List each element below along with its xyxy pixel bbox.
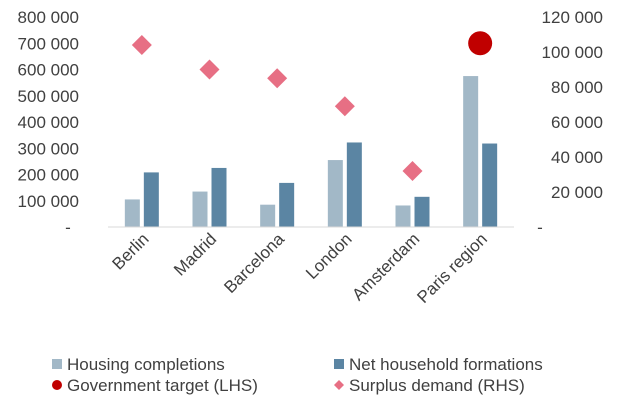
category-label: Paris region [413,229,491,307]
left-tick-label: 400 000 [18,113,79,132]
markers [131,31,493,181]
housing-completions-bar [260,204,276,227]
left-tick-label: 700 000 [18,34,79,53]
legend-label: Surplus demand (RHS) [349,376,525,395]
household-formations-bar [414,196,430,227]
category-label: Amsterdam [348,229,423,304]
category-label: Berlin [108,229,152,273]
household-formations-bar [482,143,498,227]
right-tick-label: 60 000 [551,113,603,132]
household-formations-bar [211,167,227,227]
category-labels: Berlin Madrid Barcelona LondonAmsterdamPari… [108,229,491,307]
legend-swatch [334,380,344,390]
left-tick-label: 800 000 [18,8,79,27]
left-tick-label: 600 000 [18,61,79,80]
left-tick-label: 200 000 [18,166,79,185]
left-tick-label: 100 000 [18,192,79,211]
legend-entry: Housing completions [52,355,225,374]
right-tick-label: 20 000 [551,183,603,202]
surplus-demand-marker [402,161,423,181]
legend-label: Housing completions [67,355,225,374]
right-tick-label: - [537,218,543,237]
bars [124,76,498,227]
category-label: Barcelona [220,229,288,297]
housing-completions-bar [192,191,208,227]
legend-swatch [52,359,62,369]
housing-completions-bar [327,160,343,227]
right-tick-label: 100 000 [542,43,603,62]
legend-label: Net household formations [349,355,543,374]
left-tick-label: 500 000 [18,87,79,106]
category-label: London [302,229,356,283]
legend-entry: Surplus demand (RHS) [334,376,525,395]
household-formations-bar [346,142,362,227]
household-formations-bar [279,182,295,227]
legend-swatch [52,380,62,390]
surplus-demand-marker [267,68,288,89]
legend-entry: Net household formations [334,355,543,374]
left-tick-label: - [65,218,71,237]
right-tick-label: 120 000 [542,8,603,27]
surplus-demand-marker [199,59,220,80]
government-target-marker [468,31,493,56]
housing-completions-bar [124,199,140,227]
legend: Housing completions Net household formati… [52,355,543,395]
left-axis-ticks: - 100 000 200 000 300 000 400 000 500 000 600 … [18,8,79,237]
legend-swatch [334,359,344,369]
household-formations-bar [143,172,159,227]
right-tick-label: 80 000 [551,78,603,97]
surplus-demand-marker [334,96,355,117]
left-tick-label: 300 000 [18,139,79,158]
legend-label: Government target (LHS) [67,376,258,395]
category-label: Madrid [170,229,220,279]
housing-completions-bar [463,76,479,227]
legend-entry: Government target (LHS) [52,376,258,395]
right-axis-ticks: -20 000 40 000 60 000 80 000 100 000 120 000 [537,8,603,237]
right-tick-label: 40 000 [551,148,603,167]
surplus-demand-marker [131,35,152,55]
housing-completions-bar [395,205,411,227]
